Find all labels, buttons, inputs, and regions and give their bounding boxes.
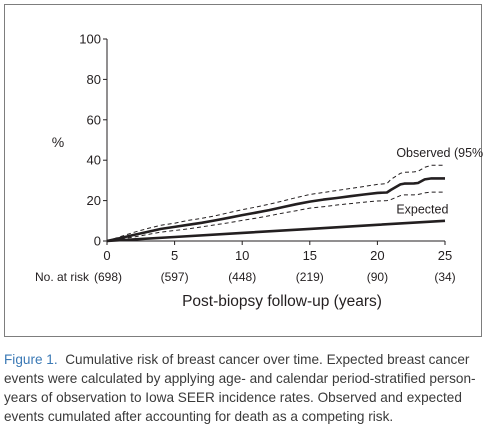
x-axis-label: Post-biopsy follow-up (years) <box>182 293 382 310</box>
tick-labels: 0 20 40 60 80 100 0 5 10 15 20 25 <box>79 32 452 264</box>
caption-text: Cumulative risk of breast cancer over ti… <box>4 352 476 424</box>
series-annotation: Observed (95% CI) <box>396 146 483 160</box>
y-tick-label: 100 <box>79 32 101 47</box>
figure-frame: 0 20 40 60 80 100 0 5 10 15 20 25 Observed (95% CI)… <box>4 4 483 337</box>
risk-table-value: (597) <box>161 270 189 284</box>
risk-table-value: (34) <box>434 270 455 284</box>
series-line-observed-95-ci <box>106 177 445 243</box>
risk-table: No. at risk (698) (597) (448) (219) (90) (34) <box>35 270 456 284</box>
x-tick-label: 15 <box>303 248 317 263</box>
series-line-observed-upper-95-ci <box>106 164 445 242</box>
series-group <box>106 164 446 243</box>
x-tick-label: 20 <box>370 248 384 263</box>
risk-table-value: (90) <box>367 270 388 284</box>
risk-table-label: No. at risk <box>35 270 90 284</box>
axes <box>103 38 446 245</box>
y-tick-label: 0 <box>94 234 101 249</box>
y-axis-label: % <box>52 134 64 150</box>
caption-label: Figure 1. <box>4 352 58 367</box>
x-tick-label: 0 <box>103 248 110 263</box>
risk-table-value: (448) <box>228 270 256 284</box>
risk-table-value: (698) <box>94 270 122 284</box>
series-line-observed-lower-95-ci <box>106 191 445 242</box>
risk-table-value: (219) <box>296 270 324 284</box>
series-line-expected <box>106 219 446 243</box>
y-tick-label: 40 <box>87 153 101 168</box>
x-tick-label: 10 <box>235 248 249 263</box>
series-annotation: Expected <box>396 203 448 217</box>
y-tick-label: 60 <box>87 112 101 127</box>
x-tick-label: 5 <box>171 248 178 263</box>
y-tick-label: 80 <box>87 72 101 87</box>
y-tick-label: 20 <box>87 193 101 208</box>
chart: 0 20 40 60 80 100 0 5 10 15 20 25 Observed (95% CI)… <box>35 32 483 311</box>
annotations: Observed (95% CI) Expected <box>396 146 483 217</box>
figure-caption: Figure 1. Cumulative risk of breast canc… <box>4 350 486 426</box>
x-tick-label: 25 <box>438 248 452 263</box>
